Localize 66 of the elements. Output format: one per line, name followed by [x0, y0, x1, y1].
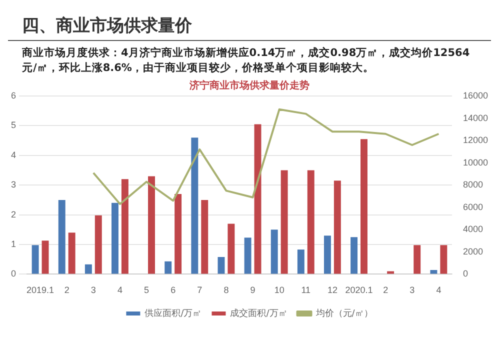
y2-tick-label: 14000 — [462, 112, 488, 123]
x-tick-label: 8 — [224, 285, 229, 296]
x-tick-label: 11 — [301, 285, 311, 296]
x-tick-label: 10 — [274, 285, 284, 296]
chart-title: 四、商业市场供求量价 — [8, 8, 491, 41]
bar — [191, 138, 198, 274]
y-tick-label: 3 — [10, 180, 16, 190]
chart-subtitle: 商业市场月度供求：4月济宁商业市场新增供应0.14万㎡，成交0.98万㎡，成交均价12564元/㎡，环比上涨8.6%，由于商业项目较少，价格受单个项目影响较大。 — [21, 46, 471, 76]
bar — [218, 256, 225, 274]
legend-label: 成交面积/万㎡ — [230, 308, 288, 319]
bar — [58, 200, 66, 274]
x-tick-label: 3 — [410, 285, 415, 296]
x-tick-label: 6 — [170, 285, 176, 296]
legend-label: 均价（元/㎡） — [314, 308, 373, 319]
x-tick-label: 3 — [90, 285, 96, 296]
y2-tick-label: 6000 — [462, 202, 484, 212]
y2-tick-label: 12000 — [462, 135, 488, 146]
x-tick-label: 4 — [117, 285, 122, 296]
y-tick-label: 0 — [10, 268, 16, 279]
bar — [244, 238, 252, 274]
bar — [94, 215, 102, 274]
bar — [280, 170, 288, 274]
x-tick-label: 2020.1 — [345, 285, 373, 296]
y-tick-label: 5 — [10, 120, 16, 130]
bar — [32, 245, 39, 274]
legend-label: 供应面积/万㎡ — [144, 308, 202, 319]
bar — [297, 250, 304, 274]
bar — [121, 179, 128, 274]
bar — [307, 170, 314, 274]
y2-tick-label: 8000 — [462, 180, 484, 190]
x-tick-label: 2 — [64, 285, 70, 296]
bar — [430, 270, 438, 274]
y2-tick-label: 0 — [462, 268, 468, 279]
text: 济宁商业市场供求量价走势 — [188, 80, 310, 92]
y-tick-label: 4 — [10, 150, 16, 160]
bar — [174, 194, 182, 274]
y2-tick-label: 2000 — [462, 246, 484, 256]
bar — [360, 139, 368, 274]
y2-tick-label: 4000 — [462, 224, 484, 234]
y2-tick-label: 16000 — [462, 90, 488, 100]
x-tick-label: 2 — [383, 285, 388, 296]
bar — [84, 264, 92, 274]
bar — [387, 271, 394, 274]
y-tick-label: 6 — [10, 90, 16, 100]
bar — [414, 245, 421, 274]
bar — [42, 240, 49, 274]
x-tick-label: 9 — [250, 285, 256, 296]
x-tick-label: 12 — [327, 285, 338, 296]
y2-tick-label: 10000 — [462, 157, 488, 168]
x-tick-label: 4 — [436, 285, 442, 296]
bar — [334, 180, 341, 274]
bar — [228, 224, 235, 274]
bar — [270, 230, 278, 274]
bar — [148, 176, 155, 274]
y-tick-label: 2 — [10, 209, 16, 220]
x-tick-label: 2019.1 — [26, 285, 54, 296]
bar — [201, 200, 208, 274]
bar — [112, 202, 118, 274]
bar — [440, 245, 448, 274]
bar — [350, 237, 358, 274]
bar — [324, 236, 331, 274]
bar — [68, 232, 76, 274]
x-tick-label: 7 — [197, 285, 202, 296]
bar — [164, 261, 172, 274]
x-tick-label: 5 — [144, 285, 150, 296]
y-tick-label: 1 — [10, 238, 16, 249]
